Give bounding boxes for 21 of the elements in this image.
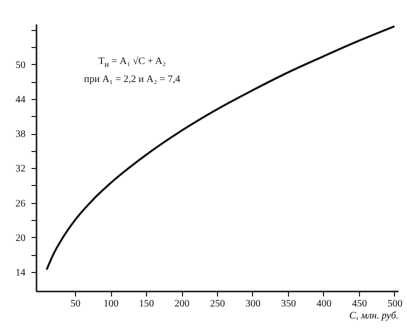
x-tick-label: 350: [280, 298, 296, 310]
line-series: [46, 25, 396, 271]
y-tick-label: 20: [16, 232, 26, 244]
y-tick-label: 26: [16, 198, 26, 210]
x-tick-label: 450: [352, 298, 367, 310]
y-tick-label: 50: [16, 60, 26, 71]
x-tick-label: 500: [387, 298, 402, 310]
x-tick-label: 150: [139, 298, 154, 310]
annotation: T$_{н}$ = A₁ √C + A₂: [98, 56, 166, 69]
x-tick-label: 200: [174, 298, 190, 310]
y-tick-label: 14: [16, 267, 26, 278]
x-tick-label: 100: [104, 298, 119, 310]
x-axis-title: C, млн. руб.: [349, 310, 398, 322]
x-tick-label: 300: [245, 298, 260, 310]
x-tick-label: 50: [70, 298, 81, 310]
y-tick-label: 44: [16, 94, 26, 106]
x-tick-label: 400: [316, 298, 332, 310]
y-tick-label: 38: [16, 129, 26, 140]
annotation: при A₁ = 2,2 и A₂ = 7,4: [84, 74, 180, 85]
x-tick-label: 250: [210, 298, 225, 310]
y-tick-label: 32: [16, 164, 26, 175]
